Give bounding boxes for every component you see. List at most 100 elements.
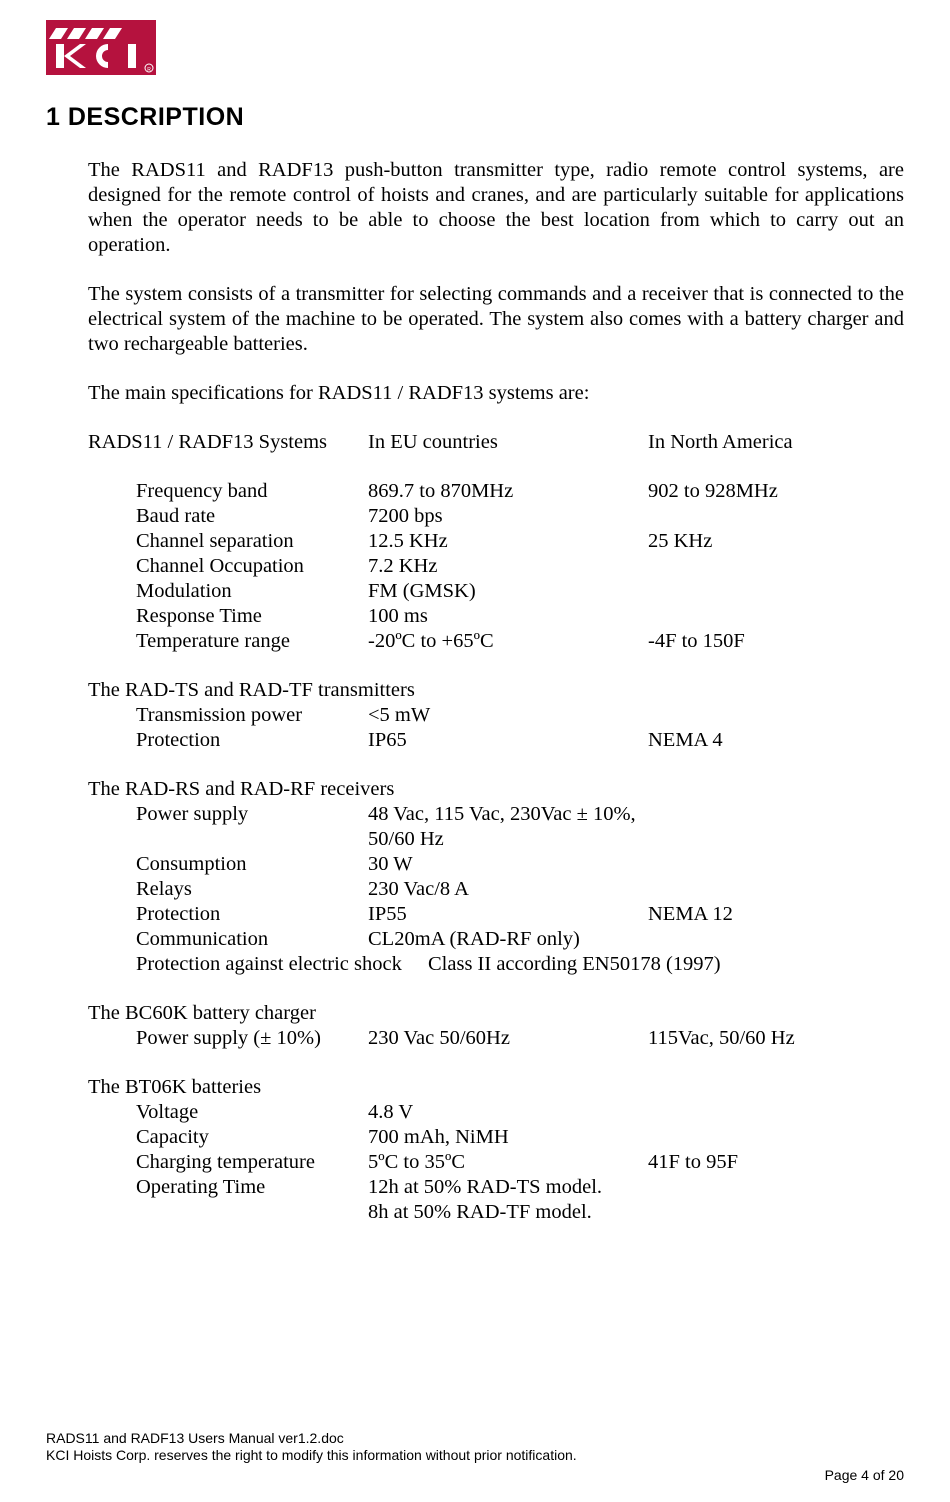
receiver-shock-row: Protection against electric shock Class … [88, 952, 904, 977]
spec-label: Charging temperature [88, 1150, 368, 1175]
spec-value-eu: <5 mW [368, 703, 648, 728]
spec-value-na [648, 504, 904, 529]
spec-row: CommunicationCL20mA (RAD-RF only) [88, 927, 904, 952]
spec-row: Power supply (± 10%)230 Vac 50/60Hz115Va… [88, 1026, 904, 1051]
footer-line-1: RADS11 and RADF13 Users Manual ver1.2.do… [46, 1430, 904, 1448]
intro-para-1: The RADS11 and RADF13 push-button transm… [88, 158, 904, 258]
spec-label: Protection [88, 902, 368, 927]
spec-row: Response Time100 ms [88, 604, 904, 629]
spec-label [88, 1200, 368, 1225]
spec-row: Consumption30 W [88, 852, 904, 877]
spec-value-na [648, 1175, 904, 1200]
spec-value-eu: IP65 [368, 728, 648, 753]
page-footer: RADS11 and RADF13 Users Manual ver1.2.do… [46, 1430, 904, 1485]
spec-value-eu: 869.7 to 870MHz [368, 479, 648, 504]
spec-value-na: NEMA 12 [648, 902, 904, 927]
intro-para-2: The system consists of a transmitter for… [88, 282, 904, 357]
spec-value-na: 25 KHz [648, 529, 904, 554]
spec-row: Voltage4.8 V [88, 1100, 904, 1125]
charger-heading: The BC60K battery charger [88, 1001, 904, 1026]
spec-value-na [648, 1125, 904, 1150]
spec-value-eu: 48 Vac, 115 Vac, 230Vac ± 10%, 50/60 Hz [368, 802, 648, 852]
spec-value-na: 115Vac, 50/60 Hz [648, 1026, 904, 1051]
spec-value-eu: CL20mA (RAD-RF only) [368, 927, 648, 952]
spec-row: ModulationFM (GMSK) [88, 579, 904, 604]
spec-label: Protection [88, 728, 368, 753]
spec-label: Relays [88, 877, 368, 902]
spec-value-eu: IP55 [368, 902, 648, 927]
spec-row: Channel separation12.5 KHz25 KHz [88, 529, 904, 554]
spec-value-na: -4F to 150F [648, 629, 904, 654]
spec-value-eu: 7200 bps [368, 504, 648, 529]
section-heading: 1 DESCRIPTION [46, 103, 904, 132]
spec-value-na [648, 927, 904, 952]
spec-label: Baud rate [88, 504, 368, 529]
spec-label: Channel Occupation [88, 554, 368, 579]
spec-label: Modulation [88, 579, 368, 604]
spec-label: Power supply (± 10%) [88, 1026, 368, 1051]
spec-value-na [648, 877, 904, 902]
spec-label: Channel separation [88, 529, 368, 554]
spec-value-eu: 30 W [368, 852, 648, 877]
spec-row: Transmission power<5 mW [88, 703, 904, 728]
col-1-header: RADS11 / RADF13 Systems [88, 430, 368, 455]
body-content: The RADS11 and RADF13 push-button transm… [46, 158, 904, 1225]
spec-row: ProtectionIP65NEMA 4 [88, 728, 904, 753]
spec-value-na: 41F to 95F [648, 1150, 904, 1175]
spec-row: Frequency band869.7 to 870MHz902 to 928M… [88, 479, 904, 504]
spec-label: Transmission power [88, 703, 368, 728]
main-specs-group: Frequency band869.7 to 870MHz902 to 928M… [88, 479, 904, 654]
spec-value-na [648, 802, 904, 852]
receiver-specs-group: Power supply48 Vac, 115 Vac, 230Vac ± 10… [88, 802, 904, 952]
spec-row: Relays230 Vac/8 A [88, 877, 904, 902]
spec-row: ProtectionIP55NEMA 12 [88, 902, 904, 927]
spec-value-na [648, 852, 904, 877]
spec-value-eu: 5ºC to 35ºC [368, 1150, 648, 1175]
intro-para-3: The main specifications for RADS11 / RAD… [88, 381, 904, 406]
spec-value-na: 902 to 928MHz [648, 479, 904, 504]
shock-label: Protection against electric shock [88, 952, 428, 977]
transmitter-heading: The RAD-TS and RAD-TF transmitters [88, 678, 904, 703]
spec-value-eu: 12h at 50% RAD-TS model. [368, 1175, 648, 1200]
spec-value-na: NEMA 4 [648, 728, 904, 753]
spec-value-na [648, 1100, 904, 1125]
spec-value-na [648, 554, 904, 579]
spec-value-eu: 700 mAh, NiMH [368, 1125, 648, 1150]
spec-label: Response Time [88, 604, 368, 629]
footer-line-2: KCI Hoists Corp. reserves the right to m… [46, 1447, 904, 1465]
charger-specs-group: Power supply (± 10%)230 Vac 50/60Hz115Va… [88, 1026, 904, 1051]
spec-label: Temperature range [88, 629, 368, 654]
spec-value-na [648, 703, 904, 728]
spec-row: Baud rate7200 bps [88, 504, 904, 529]
company-logo: R [46, 20, 156, 75]
spec-value-na [648, 604, 904, 629]
receiver-heading: The RAD-RS and RAD-RF receivers [88, 777, 904, 802]
spec-row: Temperature range-20ºC to +65ºC-4F to 15… [88, 629, 904, 654]
spec-row: Channel Occupation7.2 KHz [88, 554, 904, 579]
spec-header-row: RADS11 / RADF13 Systems In EU countries … [88, 430, 904, 455]
spec-row: 8h at 50% RAD-TF model. [88, 1200, 904, 1225]
spec-row: Operating Time12h at 50% RAD-TS model. [88, 1175, 904, 1200]
spec-value-eu: 7.2 KHz [368, 554, 648, 579]
spec-value-eu: 8h at 50% RAD-TF model. [368, 1200, 648, 1225]
spec-value-eu: 4.8 V [368, 1100, 648, 1125]
spec-row: Charging temperature5ºC to 35ºC41F to 95… [88, 1150, 904, 1175]
spec-value-na [648, 1200, 904, 1225]
spec-label: Consumption [88, 852, 368, 877]
spec-value-eu: 230 Vac/8 A [368, 877, 648, 902]
spec-label: Voltage [88, 1100, 368, 1125]
battery-specs-group: Voltage4.8 VCapacity700 mAh, NiMHChargin… [88, 1100, 904, 1225]
col-3-header: In North America [648, 430, 904, 455]
spec-label: Capacity [88, 1125, 368, 1150]
col-2-header: In EU countries [368, 430, 648, 455]
page-number: Page 4 of 20 [46, 1467, 904, 1485]
spec-value-na [648, 579, 904, 604]
spec-row: Capacity700 mAh, NiMH [88, 1125, 904, 1150]
svg-text:R: R [147, 67, 151, 73]
spec-label: Operating Time [88, 1175, 368, 1200]
shock-value: Class II according EN50178 (1997) [428, 952, 721, 977]
battery-heading: The BT06K batteries [88, 1075, 904, 1100]
spec-label: Power supply [88, 802, 368, 852]
spec-row: Power supply48 Vac, 115 Vac, 230Vac ± 10… [88, 802, 904, 852]
spec-value-eu: 230 Vac 50/60Hz [368, 1026, 648, 1051]
